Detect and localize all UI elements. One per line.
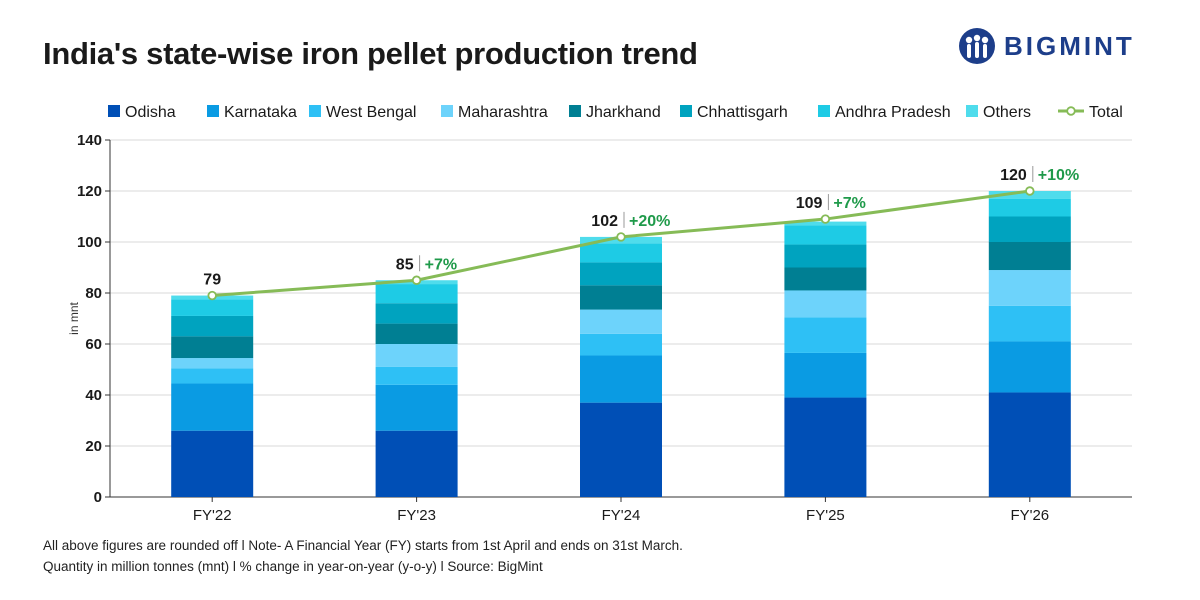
- bar-segment: [171, 383, 254, 431]
- bar-segment: [171, 368, 254, 384]
- y-tick-label: 0: [94, 489, 102, 506]
- y-tick-label: 20: [85, 438, 102, 455]
- legend-swatch: [818, 105, 830, 117]
- bar-segment: [988, 305, 1071, 342]
- legend-total-marker: [1066, 106, 1076, 116]
- bar-segment: [784, 244, 867, 268]
- legend-swatch: [207, 105, 219, 117]
- y-tick-label: 140: [77, 132, 102, 149]
- y-tick-label: 100: [77, 234, 102, 251]
- footer-source: Quantity in million tonnes (mnt) l % cha…: [43, 559, 543, 574]
- bar-segment: [375, 366, 458, 385]
- bar-segment: [988, 198, 1071, 217]
- x-tick-label: FY'24: [602, 507, 641, 524]
- footer-note: All above figures are rounded off l Note…: [43, 538, 683, 553]
- y-tick-label: 40: [85, 387, 102, 404]
- total-point: [820, 214, 831, 224]
- yoy-change-label: +7%: [833, 195, 865, 212]
- x-tick-label: FY'25: [806, 507, 845, 524]
- total-label: 85: [396, 256, 414, 273]
- bar-segment: [375, 384, 458, 431]
- legend-label: Karnataka: [224, 104, 297, 121]
- total-point: [1025, 186, 1035, 196]
- bar-segment: [784, 352, 867, 398]
- yoy-change-label: +20%: [629, 213, 670, 230]
- legend-label: Odisha: [125, 104, 176, 121]
- total-label: 109: [796, 195, 823, 212]
- bar-segment: [784, 397, 867, 497]
- bar-segment: [580, 262, 662, 286]
- bar-segment: [580, 243, 662, 263]
- x-tick-label: FY'23: [397, 507, 436, 524]
- bar-segment: [988, 270, 1071, 306]
- y-axis-label: in mnt: [67, 302, 81, 335]
- legend-label: Others: [983, 104, 1031, 121]
- yoy-change-label: +7%: [425, 256, 457, 273]
- bar-segment: [580, 309, 662, 334]
- legend-label: West Bengal: [326, 104, 416, 121]
- bar-segment: [375, 430, 458, 497]
- bigmint-people-icon: [959, 28, 995, 64]
- x-tick-label: FY'22: [193, 507, 232, 524]
- bar-segment: [171, 336, 254, 359]
- bar-segment: [988, 216, 1071, 242]
- bar-segment: [375, 303, 458, 324]
- legend-label: Andhra Pradesh: [835, 104, 951, 121]
- total-point: [616, 232, 626, 242]
- legend-label: Jharkhand: [586, 104, 661, 121]
- total-point: [411, 275, 422, 285]
- yoy-change-label: +10%: [1038, 167, 1079, 184]
- legend-swatch: [441, 105, 453, 117]
- y-tick-label: 120: [77, 183, 102, 200]
- bar-segment: [580, 285, 662, 310]
- x-tick-label: FY'26: [1010, 507, 1049, 524]
- total-label: 102: [591, 213, 618, 230]
- bar-segment: [171, 430, 254, 497]
- bar-segment: [988, 341, 1071, 393]
- legend-label: Maharashtra: [458, 104, 548, 121]
- bar-segment: [784, 317, 867, 353]
- bar-segment: [784, 225, 867, 245]
- bar-segment: [375, 323, 458, 344]
- y-tick-label: 80: [85, 285, 102, 302]
- total-label: 120: [1000, 167, 1027, 184]
- brand-name: BIGMINT: [1004, 30, 1135, 61]
- bar-segment: [580, 333, 662, 356]
- bar-segment: [375, 344, 458, 367]
- bar-segment: [784, 290, 867, 318]
- bar-segment: [580, 402, 662, 497]
- legend-swatch: [680, 105, 692, 117]
- legend-swatch: [569, 105, 581, 117]
- bar-segment: [171, 358, 254, 369]
- bar-segment: [988, 392, 1071, 497]
- legend-swatch: [108, 105, 120, 117]
- total-point: [207, 290, 217, 301]
- bar-segment: [375, 284, 458, 304]
- legend-swatch: [966, 105, 978, 117]
- legend-swatch: [309, 105, 321, 117]
- y-tick-label: 60: [85, 336, 102, 353]
- legend-label: Chhattisgarh: [697, 104, 788, 121]
- brand-logo: BIGMINT: [958, 26, 1135, 66]
- bar-segment: [988, 242, 1071, 271]
- legend-label: Total: [1089, 104, 1123, 121]
- bar-segment: [784, 267, 867, 291]
- bar-segment: [580, 355, 662, 403]
- chart-title: India's state-wise iron pellet productio…: [43, 36, 698, 71]
- bar-segment: [171, 315, 254, 337]
- bar-segment: [171, 299, 254, 316]
- total-label: 79: [203, 272, 221, 289]
